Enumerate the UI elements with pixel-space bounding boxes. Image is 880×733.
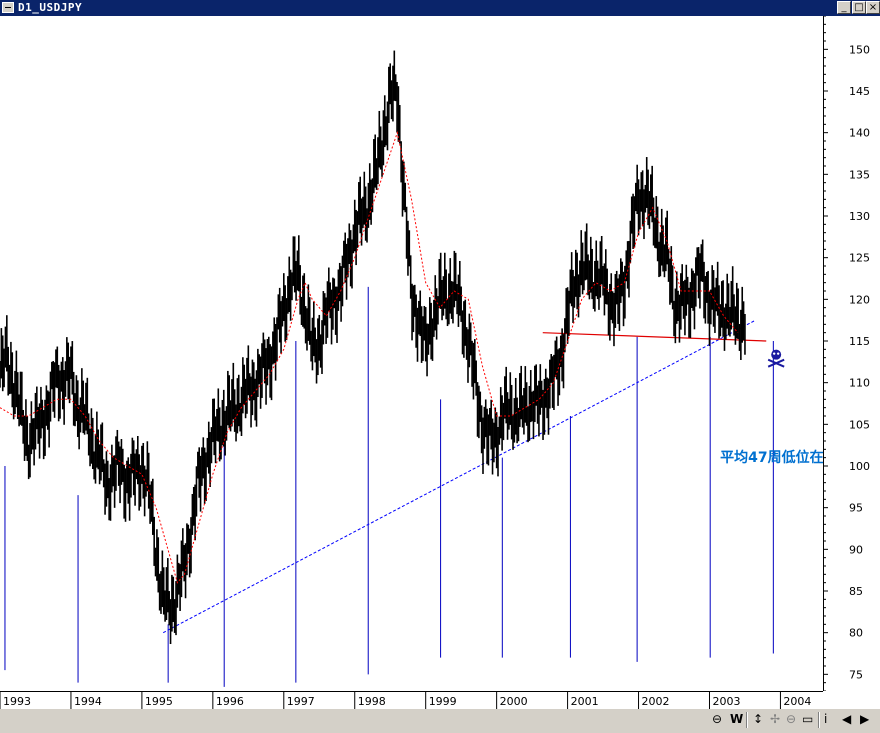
price-tick-label: 150: [849, 43, 870, 56]
year-label: 1995: [145, 695, 173, 708]
crosshair-icon[interactable]: ✢: [770, 712, 781, 726]
skull-eye: [772, 352, 776, 355]
zoom-out-icon[interactable]: ⊖: [712, 712, 723, 726]
price-tick-label: 100: [849, 460, 870, 473]
time-axis-svg: 1993 1994 1995 1996 1997 1998 1999 2000 2001 2002…: [0, 691, 823, 709]
price-tick-label: 115: [849, 335, 870, 348]
resistance-line: [542, 332, 767, 342]
year-label: 2000: [500, 695, 528, 708]
chart-annotation: 平均47周低位在7月中旬。: [720, 449, 823, 466]
scroll-left-icon[interactable]: ◀: [842, 712, 852, 726]
price-tick-label: 145: [849, 85, 870, 98]
scroll-right-icon[interactable]: ▶: [860, 712, 870, 726]
chart-plot-area[interactable]: 平均47周低位在7月中旬。: [0, 16, 880, 691]
time-axis: 1993 1994 1995 1996 1997 1998 1999 2000 2001 2002…: [0, 691, 880, 709]
year-label: 2003: [712, 695, 740, 708]
price-tick-label: 120: [849, 293, 870, 306]
year-label: 2002: [642, 695, 670, 708]
price-tick-label: 85: [849, 585, 863, 598]
zoom-icon[interactable]: ⊖: [786, 712, 797, 726]
window-title: D1_USDJPY: [18, 1, 83, 14]
price-axis: 75 80 85 90 95 100 105 110 115 120 125 130 135 140 145…: [823, 15, 880, 692]
vertical-scale-icon[interactable]: ↕: [753, 712, 764, 726]
toolbar-separator: [818, 712, 820, 728]
price-tick-label: 130: [849, 210, 870, 223]
year-label: 1998: [358, 695, 386, 708]
status-bar: ⊖ W ↕ ✢ ⊖ ▭ ⅰ ◀ ▶: [0, 709, 880, 733]
close-button[interactable]: ×: [866, 1, 880, 14]
toolbar-separator: [746, 712, 748, 728]
minimize-button[interactable]: _: [837, 1, 851, 14]
title-bar: D1_USDJPY _ □ ×: [0, 0, 880, 16]
price-tick-label: 95: [849, 502, 863, 515]
options-icon[interactable]: ⅰ: [824, 712, 828, 726]
price-chart-svg: 平均47周低位在7月中旬。: [0, 50, 880, 687]
price-tick-label: 140: [849, 127, 870, 140]
year-label: 1994: [74, 695, 102, 708]
price-tick-label: 75: [849, 668, 863, 681]
window-icon[interactable]: ▭: [802, 712, 814, 726]
weekly-icon[interactable]: W: [730, 712, 744, 726]
skull-crossbones-icon: [767, 349, 785, 368]
skull-eye: [776, 352, 780, 355]
year-label: 1999: [429, 695, 457, 708]
support-trendline: [162, 319, 756, 634]
year-label: 1996: [216, 695, 244, 708]
price-axis-svg: 75 80 85 90 95 100 105 110 115 120 125 130 135 140 145…: [823, 15, 870, 692]
price-tick-label: 125: [849, 252, 870, 265]
crossbone: [767, 358, 785, 368]
price-tick-label: 105: [849, 418, 870, 431]
ma47-line: [0, 130, 739, 584]
window-menu-icon[interactable]: [2, 2, 14, 13]
year-label: 2004: [783, 695, 811, 708]
price-tick-label: 80: [849, 627, 863, 640]
price-tick-label: 110: [849, 377, 870, 390]
year-label: 1993: [3, 695, 31, 708]
price-tick-label: 135: [849, 168, 870, 181]
skull-head: [771, 349, 782, 360]
maximize-button[interactable]: □: [852, 1, 866, 14]
year-label: 2001: [571, 695, 599, 708]
price-tick-label: 90: [849, 543, 863, 556]
year-label: 1997: [287, 695, 315, 708]
